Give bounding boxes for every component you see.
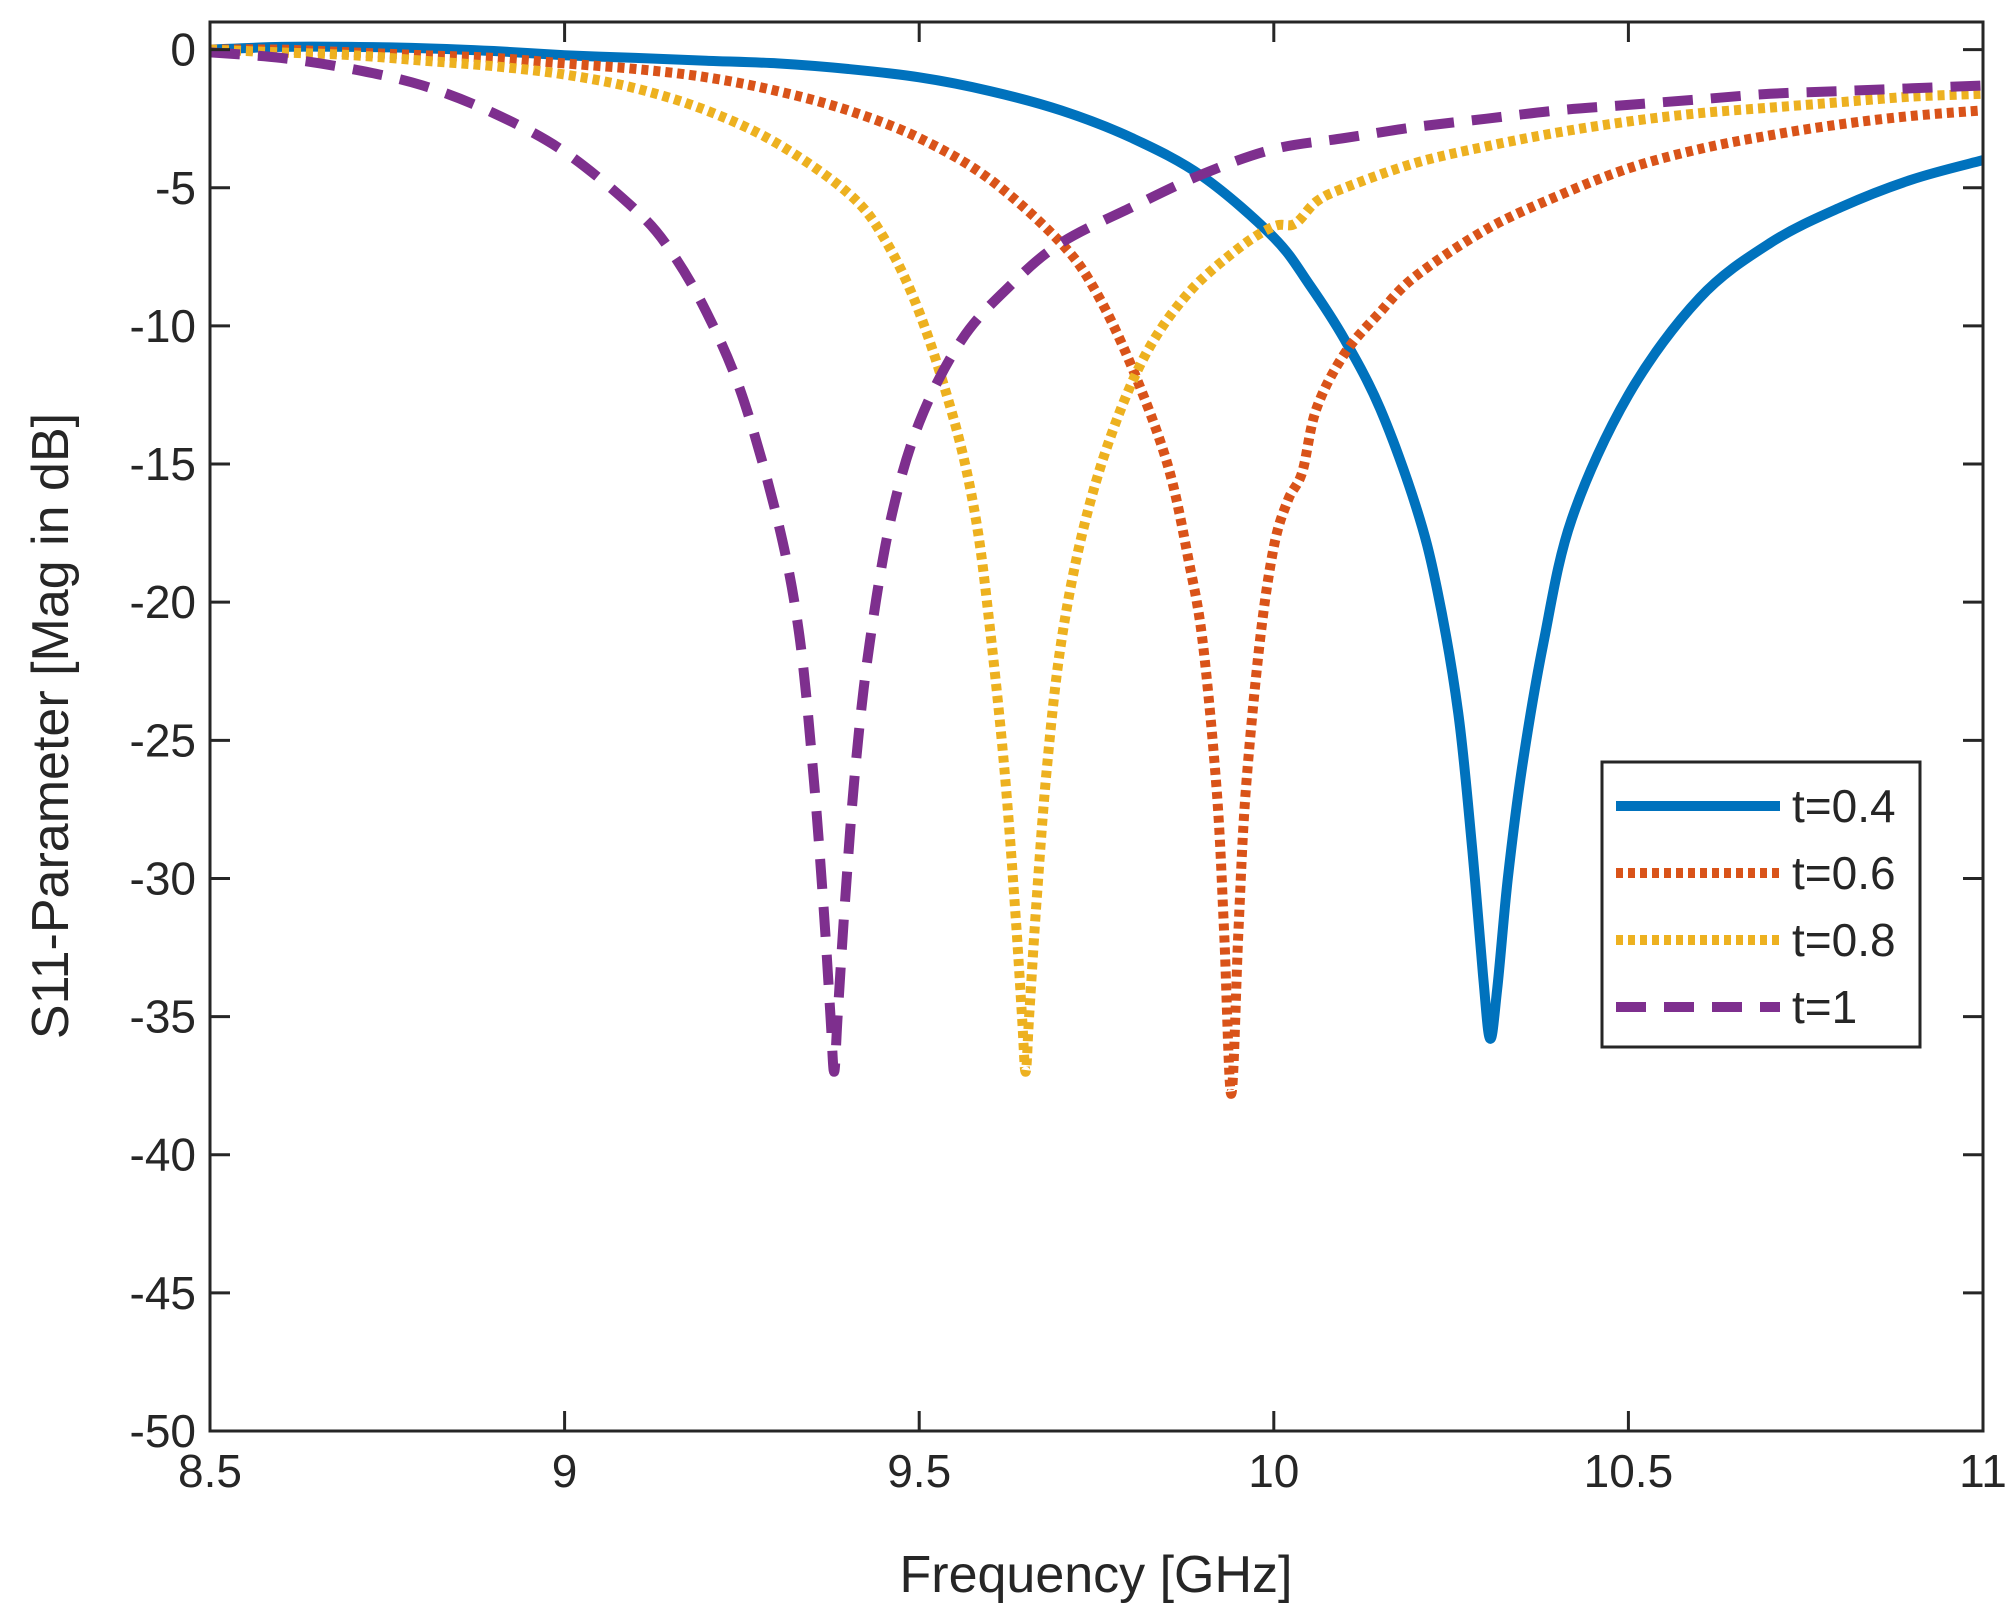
y-tick-label: 0	[170, 24, 196, 76]
series-layer	[210, 41, 1983, 1099]
legend-label: t=0.4	[1792, 780, 1896, 832]
y-tick-label: -35	[130, 991, 196, 1043]
x-tick-label: 11	[1959, 1445, 2007, 1497]
legend-label: t=0.8	[1792, 914, 1896, 966]
series-line-t=0.8	[210, 44, 1983, 1077]
y-tick-label: -20	[130, 576, 196, 628]
y-tick-label: -25	[130, 714, 196, 766]
y-axis-label: S11-Parameter [Mag in dB]	[22, 413, 80, 1039]
y-tick-label: -50	[130, 1405, 196, 1457]
series-line-t=0.4	[210, 41, 1983, 1044]
x-tick-label: 8.5	[178, 1445, 242, 1497]
series-line-t=0.6	[210, 44, 1983, 1099]
x-tick-label: 10.5	[1584, 1445, 1674, 1497]
y-tick-label: -30	[130, 852, 196, 904]
x-tick-label: 10	[1248, 1445, 1299, 1497]
x-axis-label: Frequency [GHz]	[899, 1546, 1292, 1604]
legend-label: t=1	[1792, 981, 1857, 1033]
series-line-t=1	[210, 47, 1983, 1077]
legend: t=0.4 t=0.6 t=0.8 t=1	[1600, 760, 1922, 1049]
x-axis: 8.5 9 9.5 10 10.5 11	[178, 22, 2007, 1497]
x-tick-label: 9	[552, 1445, 578, 1497]
plot-area	[210, 22, 1983, 1431]
x-tick-label: 9.5	[887, 1445, 951, 1497]
legend-label: t=0.6	[1792, 847, 1896, 899]
y-tick-label: -45	[130, 1267, 196, 1319]
y-axis: 0 -5 -10 -15 -20 -25 -30 -35 -40 -45 -50	[130, 24, 1983, 1457]
y-tick-label: -5	[155, 162, 196, 214]
plot-frame	[208, 20, 1985, 1433]
y-tick-label: -10	[130, 300, 196, 352]
y-tick-label: -15	[130, 438, 196, 490]
y-tick-label: -40	[130, 1129, 196, 1181]
